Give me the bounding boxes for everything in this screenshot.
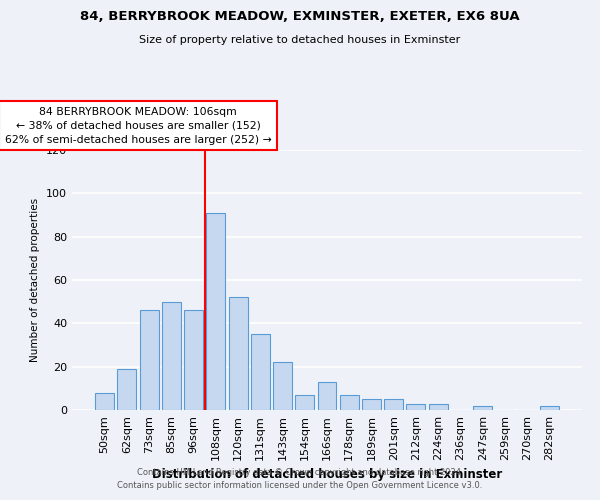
Bar <box>540 406 559 410</box>
Text: 84 BERRYBROOK MEADOW: 106sqm
← 38% of detached houses are smaller (152)
62% of s: 84 BERRYBROOK MEADOW: 106sqm ← 38% of de… <box>5 107 272 145</box>
Bar <box>140 310 158 410</box>
Bar <box>362 399 381 410</box>
Bar <box>340 395 359 410</box>
Bar <box>429 404 448 410</box>
Bar <box>95 392 114 410</box>
Bar <box>384 399 403 410</box>
Bar <box>317 382 337 410</box>
Bar <box>251 334 270 410</box>
X-axis label: Distribution of detached houses by size in Exminster: Distribution of detached houses by size … <box>152 468 502 481</box>
Bar <box>406 404 425 410</box>
Bar <box>118 369 136 410</box>
Bar <box>184 310 203 410</box>
Bar <box>273 362 292 410</box>
Bar <box>206 213 225 410</box>
Text: 84, BERRYBROOK MEADOW, EXMINSTER, EXETER, EX6 8UA: 84, BERRYBROOK MEADOW, EXMINSTER, EXETER… <box>80 10 520 23</box>
Bar <box>473 406 492 410</box>
Text: Contains HM Land Registry data © Crown copyright and database right 2024.
Contai: Contains HM Land Registry data © Crown c… <box>118 468 482 490</box>
Text: Size of property relative to detached houses in Exminster: Size of property relative to detached ho… <box>139 35 461 45</box>
Y-axis label: Number of detached properties: Number of detached properties <box>31 198 40 362</box>
Bar <box>229 298 248 410</box>
Bar <box>295 395 314 410</box>
Bar <box>162 302 181 410</box>
